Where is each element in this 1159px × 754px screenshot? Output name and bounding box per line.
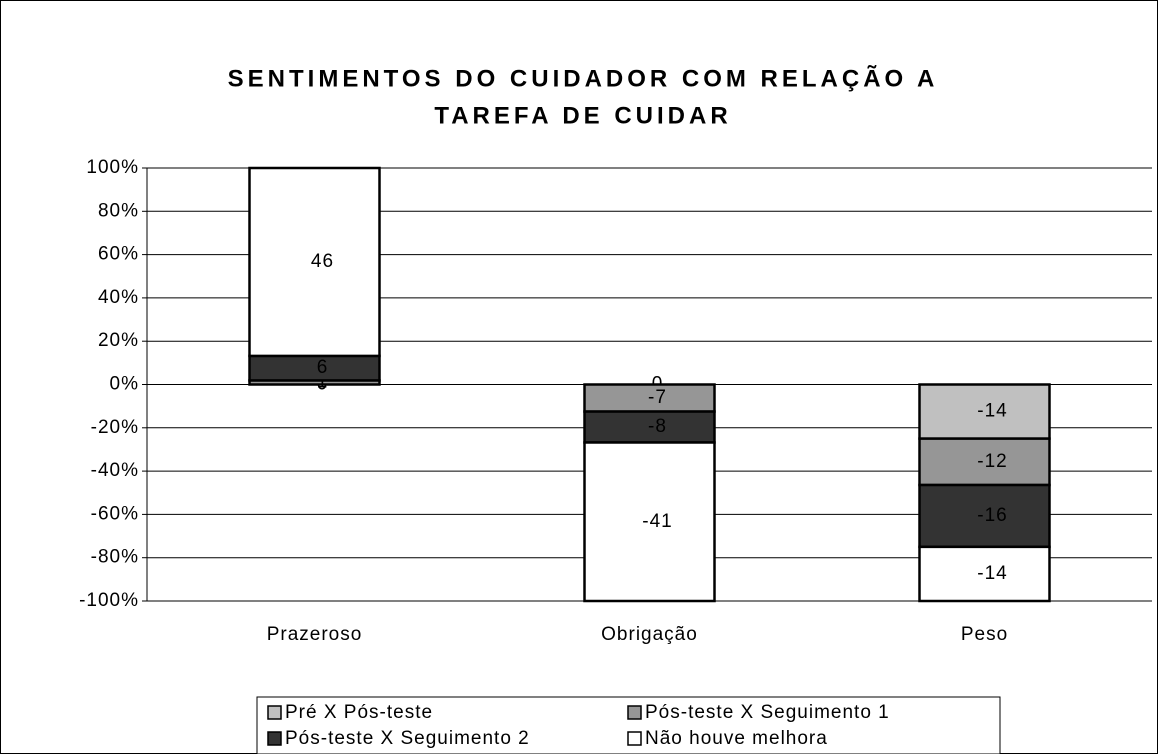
y-tick-label: 40%: [98, 287, 139, 308]
legend-swatch: [627, 731, 642, 746]
data-label: -14: [977, 401, 1007, 422]
data-label: -8: [648, 416, 667, 437]
y-tick-label: 80%: [98, 200, 139, 221]
y-tick-label: 100%: [86, 157, 139, 178]
bar-segment: [583, 441, 716, 603]
y-tick-label: -20%: [91, 417, 139, 438]
chart-title: TAREFA DE CUIDAR: [434, 102, 731, 129]
bar-segment: [918, 383, 1051, 440]
legend-label: Pré X Pós-teste: [285, 702, 433, 723]
y-tick-label: 20%: [98, 330, 139, 351]
data-label: -41: [642, 511, 672, 532]
y-tick-label: -100%: [79, 590, 139, 611]
data-label: 6: [317, 357, 329, 378]
chart-title: SENTIMENTOS DO CUIDADOR COM RELAÇÃO A: [228, 64, 939, 92]
y-tick-label: -60%: [91, 503, 139, 524]
legend-label: Pós-teste X Seguimento 2: [285, 728, 530, 749]
y-tick-label: -40%: [91, 460, 139, 481]
legend-swatch: [267, 731, 282, 746]
x-tick-label: Peso: [961, 624, 1008, 645]
data-label: 46: [311, 251, 334, 272]
data-label: -16: [977, 505, 1007, 526]
bar-segment: [248, 354, 381, 382]
x-tick-label: Prazeroso: [267, 624, 363, 645]
legend-swatch: [627, 705, 642, 720]
bar-segment: [918, 545, 1051, 603]
y-tick-label: -80%: [91, 547, 139, 568]
legend-label: Não houve melhora: [645, 728, 828, 749]
data-label: -12: [977, 451, 1007, 472]
bar-segment: [248, 166, 381, 358]
data-label: -14: [977, 563, 1007, 584]
y-tick-label: 0%: [110, 374, 139, 395]
x-tick-label: Obrigação: [601, 624, 698, 645]
y-tick-label: 60%: [98, 244, 139, 265]
data-label: -7: [648, 387, 667, 408]
data-label: 1: [317, 371, 329, 392]
legend-label: Pós-teste X Seguimento 1: [645, 702, 890, 723]
bar-segment: [583, 383, 716, 413]
legend-swatch: [267, 705, 282, 720]
